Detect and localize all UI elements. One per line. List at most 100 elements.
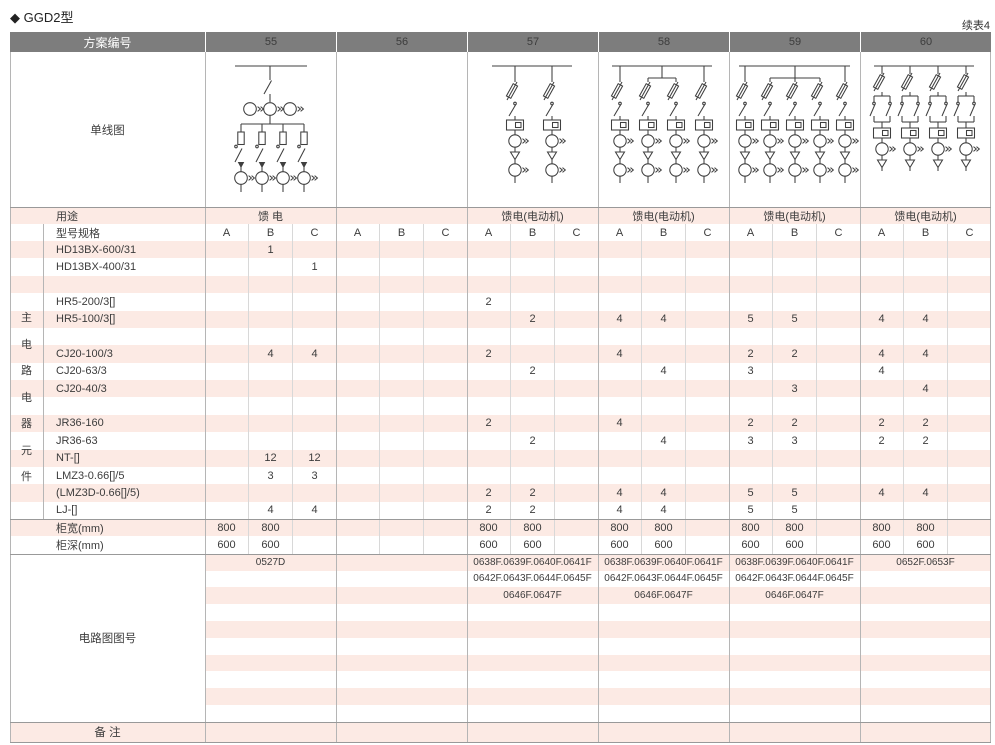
value-cell xyxy=(729,380,772,397)
circuit-number-cell xyxy=(860,638,991,655)
value-cell xyxy=(641,414,685,433)
value-cell xyxy=(336,397,379,414)
value-group xyxy=(336,501,467,519)
value-cell xyxy=(554,275,598,294)
value-cell xyxy=(729,397,772,414)
value-group xyxy=(205,414,336,433)
value-cell xyxy=(467,432,510,449)
value-group xyxy=(336,258,467,276)
circuit-number-cell xyxy=(205,604,336,621)
value-cell xyxy=(336,519,379,536)
scheme-column-header: 56 xyxy=(336,32,467,52)
value-group xyxy=(336,414,467,433)
value-cell xyxy=(336,502,379,519)
single-line-diagram-57 xyxy=(467,52,598,207)
value-group xyxy=(860,293,991,311)
value-cell: 1 xyxy=(292,258,336,276)
value-cell xyxy=(729,293,772,310)
value-cell xyxy=(379,293,423,311)
circuit-number-cell xyxy=(336,655,467,672)
remark-row: 备 注 xyxy=(10,721,991,742)
spec-subcol-label: B xyxy=(510,224,554,241)
spec-subcol-label: C xyxy=(554,224,598,241)
value-cell: 4 xyxy=(641,310,685,328)
value-cell xyxy=(554,241,598,259)
value-cell: 800 xyxy=(641,519,685,537)
value-group xyxy=(205,275,336,294)
circuit-section-label: 电路图图号 xyxy=(10,553,205,722)
scheme-column-header: 55 xyxy=(205,32,336,52)
value-cell xyxy=(685,414,729,433)
value-group xyxy=(336,449,467,467)
value-cell xyxy=(423,449,467,467)
row-label: LJ-[] xyxy=(56,504,78,517)
value-cell xyxy=(423,432,467,450)
value-cell: 800 xyxy=(610,521,629,534)
value-cell xyxy=(554,327,598,346)
value-cell xyxy=(205,397,248,414)
row-label: CJ20-63/3 xyxy=(56,365,107,378)
value-cell xyxy=(685,241,729,259)
row-label xyxy=(10,397,205,414)
circuit-number-cell xyxy=(467,604,598,621)
value-cell xyxy=(685,327,729,346)
value-cell xyxy=(685,380,729,398)
usage-cell xyxy=(336,207,467,224)
value-cell xyxy=(729,241,772,258)
row-label: HR5-100/3[] xyxy=(56,313,116,326)
value-cell xyxy=(947,275,991,294)
value-cell xyxy=(947,432,991,450)
value-cell: 1 xyxy=(248,241,292,259)
circuit-number-cell xyxy=(205,621,336,638)
usage-cell: 馈电(电动机) xyxy=(763,210,826,223)
value-cell xyxy=(248,397,292,415)
value-cell xyxy=(729,328,772,345)
value-cell xyxy=(292,484,336,502)
value-group xyxy=(336,345,467,363)
value-cell: 800 xyxy=(772,519,816,537)
circuit-number-cell xyxy=(336,571,467,588)
value-cell xyxy=(379,432,423,450)
column-divider xyxy=(336,52,337,742)
table-row: CJ20-63/3 2 4 3 4 xyxy=(10,362,991,380)
value-cell xyxy=(816,449,860,467)
value-group xyxy=(729,275,860,294)
value-cell xyxy=(816,345,860,363)
value-cell xyxy=(641,293,685,311)
value-group xyxy=(336,432,467,450)
value-cell xyxy=(248,380,292,398)
value-cell: 3 xyxy=(772,432,816,450)
value-group: 600 600 xyxy=(467,536,598,554)
circuit-number-cell xyxy=(598,655,729,672)
value-cell xyxy=(816,432,860,450)
value-cell: 2 xyxy=(510,432,554,450)
value-cell xyxy=(903,397,947,415)
value-cell xyxy=(816,258,860,276)
value-cell xyxy=(205,380,248,397)
value-group: 800 800 xyxy=(598,519,729,537)
value-cell xyxy=(554,501,598,519)
value-cell xyxy=(598,276,641,293)
value-cell xyxy=(423,519,467,537)
value-group xyxy=(860,327,991,346)
value-group xyxy=(336,466,467,485)
value-cell: 2 xyxy=(485,486,492,499)
column-divider xyxy=(729,52,730,742)
value-cell xyxy=(947,397,991,415)
value-cell xyxy=(336,467,379,484)
row-label: HD13BX-400/31 xyxy=(56,261,137,274)
table-row: LJ-[] 4 4 2 2 4 4 5 5 xyxy=(10,501,991,519)
circuit-number-cell xyxy=(467,621,598,638)
value-cell xyxy=(423,345,467,363)
value-cell xyxy=(947,258,991,276)
row-label: NT-[] xyxy=(56,452,80,465)
circuit-number-cell xyxy=(336,587,467,604)
circuit-number-cell xyxy=(336,705,467,722)
value-cell: 4 xyxy=(878,486,885,499)
value-cell xyxy=(379,519,423,537)
